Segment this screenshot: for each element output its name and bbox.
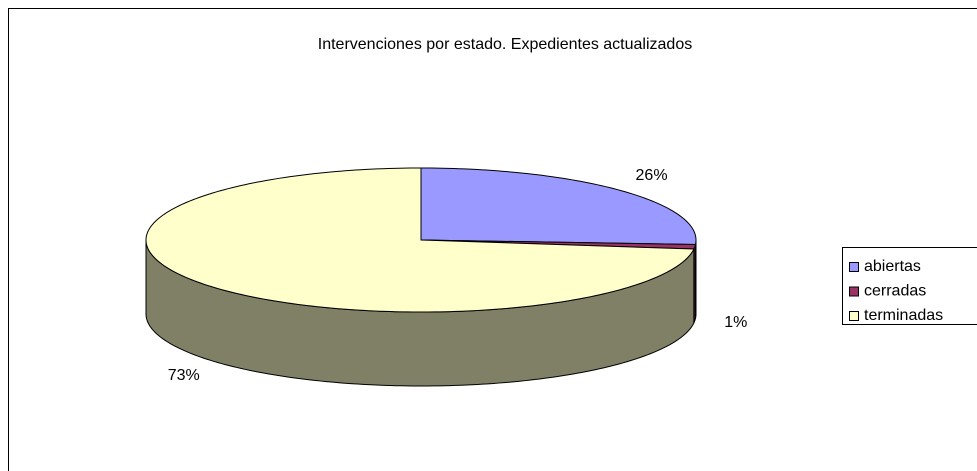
legend-label: abiertas (864, 258, 921, 275)
chart-title: Intervenciones por estado. Expedientes a… (318, 36, 692, 53)
data-label: 26% (636, 167, 668, 184)
legend-label: cerradas (864, 283, 926, 300)
legend-label: terminadas (864, 307, 943, 324)
legend-swatch (849, 262, 859, 272)
pie-slice (145, 167, 695, 313)
data-label: 1% (724, 314, 747, 331)
legend-swatch (849, 311, 859, 321)
pie-slice (420, 167, 697, 246)
data-label: 73% (168, 367, 200, 384)
legend-box (842, 247, 977, 325)
legend-swatch (849, 286, 859, 297)
